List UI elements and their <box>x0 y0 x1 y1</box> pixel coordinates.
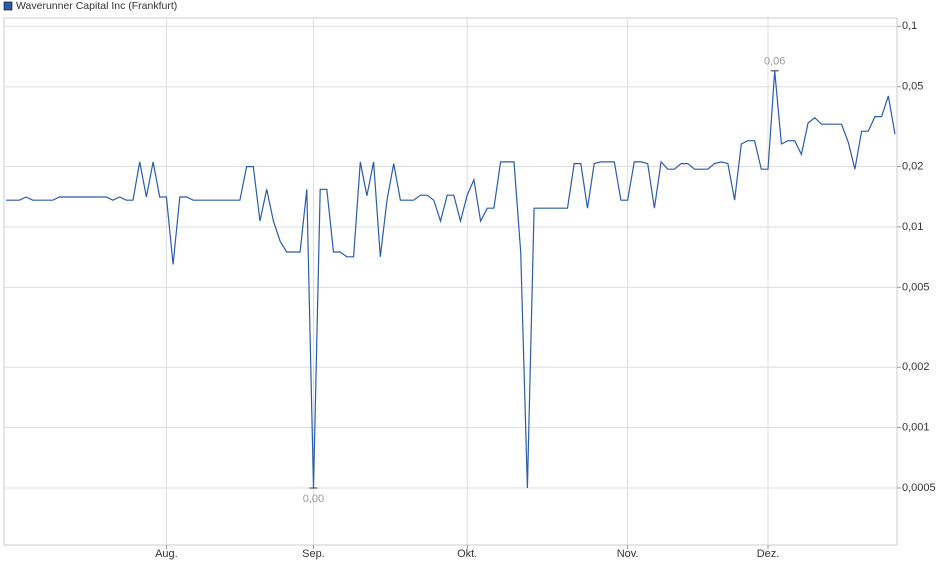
y-tick-label: 0,0005 <box>902 482 936 494</box>
x-tick-label: Aug. <box>155 548 178 560</box>
line <box>6 70 896 489</box>
y-tick-label: 0,01 <box>902 221 923 233</box>
legend-swatch <box>3 1 13 11</box>
y-tick-label: 0,1 <box>902 20 917 32</box>
y-tick-label: 0,002 <box>902 361 930 373</box>
y-tick-label: 0,001 <box>902 422 930 434</box>
data-label: 0,06 <box>764 56 785 68</box>
x-tick-label: Okt. <box>457 548 477 560</box>
y-tick-label: 0,02 <box>902 160 923 172</box>
y-tick-label: 0,005 <box>902 281 930 293</box>
plot-area <box>3 17 898 546</box>
x-tick-label: Sep. <box>302 548 325 560</box>
legend-label: Waverunner Capital Inc (Frankfurt) <box>16 0 177 12</box>
x-tick-label: Nov. <box>617 548 639 560</box>
data-label: 0,00 <box>303 493 324 505</box>
x-tick-label: Dez. <box>757 548 780 560</box>
y-tick-label: 0,05 <box>902 81 923 93</box>
